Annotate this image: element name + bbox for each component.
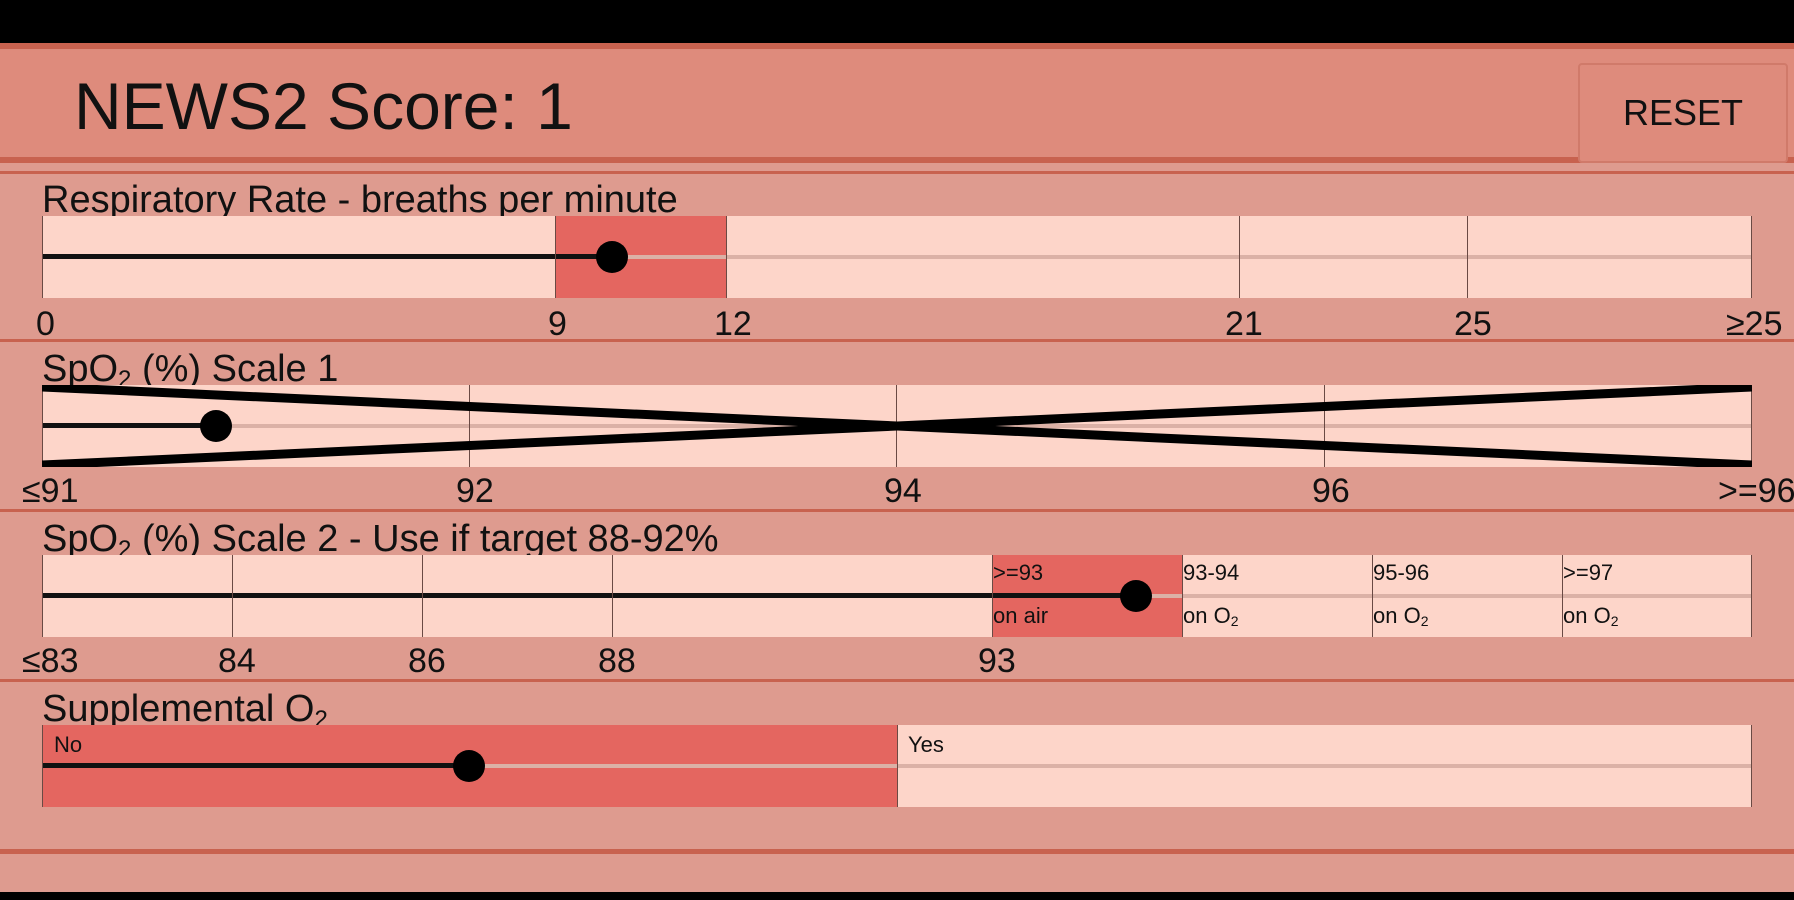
segment-divider [1751,725,1752,807]
header-bar: NEWS2 Score: 1 RESET [0,43,1794,163]
spo2-scale2-slider[interactable]: >=93 on air 93-94 on O2 95-96 on O2 >=97… [42,555,1752,637]
segment-divider [42,555,43,637]
respiratory-rate-label: Respiratory Rate - breaths per minute [42,179,678,221]
reset-button[interactable]: RESET [1578,63,1788,163]
slider-fill [42,593,1136,598]
segment-divider [1324,385,1325,467]
news2-calculator: NEWS2 Score: 1 RESET Respiratory Rate - … [0,43,1794,892]
supplemental-o2-slider[interactable]: No Yes [42,725,1752,807]
segment-divider [726,216,727,298]
segment-divider [1562,555,1563,637]
tick-label: 12 [714,305,752,343]
segment-divider [1751,216,1752,298]
segment-divider [42,216,43,298]
disabled-cross-icon [42,385,1752,467]
slider-fill [42,763,469,768]
segment-divider [469,385,470,467]
segment-label: 93-94 [1183,560,1240,585]
slider-rail [42,255,1752,259]
spo2-scale2-label: SpO2 (%) Scale 2 - Use if target 88-92% [42,518,719,563]
segment-divider [1467,216,1468,298]
option-no-label[interactable]: No [54,732,83,757]
segment-divider [1751,555,1752,637]
segment-label: on O2 [1373,603,1429,629]
segment-divider [422,555,423,637]
option-yes-label[interactable]: Yes [908,732,944,757]
spo2-scale1-label: SpO2 (%) Scale 1 [42,348,339,393]
tick-label: 86 [408,642,446,680]
segment-divider [555,216,556,298]
segment-label: >=93 [993,560,1044,585]
tick-label: 21 [1225,305,1263,343]
tick-label: ≤91 [22,472,79,510]
slider-thumb[interactable] [596,241,628,273]
segment-divider [612,555,613,637]
spo2-scale1-panel: SpO2 (%) Scale 1 ≤91 92 94 96 >=96 [0,339,1794,509]
segment-divider [897,725,898,807]
segment-divider [1182,555,1183,637]
segment-label: on air [993,603,1049,628]
tick-label: 25 [1454,305,1492,343]
segment-label: >=97 [1563,560,1614,585]
slider-fill [42,423,216,428]
segment-divider [1372,555,1373,637]
slider-thumb[interactable] [200,410,232,442]
bottom-border [0,849,1794,854]
tick-label: 9 [548,305,567,343]
segment-divider [1239,216,1240,298]
respiratory-rate-slider[interactable] [42,216,1752,298]
tick-label: 93 [978,642,1016,680]
tick-label: 92 [456,472,494,510]
segment-divider [992,555,993,637]
segment-label: on O2 [1563,603,1619,629]
segment-divider [42,725,43,807]
segment-divider [42,385,43,467]
segment-divider [232,555,233,637]
spo2-scale1-slider[interactable] [42,385,1752,467]
segment-divider [1751,385,1752,467]
tick-label: ≥25 [1726,305,1783,343]
tick-label: 94 [884,472,922,510]
segment-label: 95-96 [1373,560,1430,585]
slider-fill [42,254,612,259]
spo2-scale2-panel: SpO2 (%) Scale 2 - Use if target 88-92% … [0,509,1794,679]
tick-label: ≤83 [22,642,79,680]
tick-label: 88 [598,642,636,680]
tick-label: >=96 [1718,472,1794,510]
tick-label: 0 [36,305,55,343]
score-title: NEWS2 Score: 1 [74,69,573,143]
supplemental-o2-panel: Supplemental O2 No Yes [0,679,1794,892]
tick-label: 96 [1312,472,1350,510]
segment-label: on O2 [1183,603,1239,629]
tick-label: 84 [218,642,256,680]
respiratory-rate-panel: Respiratory Rate - breaths per minute 0 … [0,171,1794,343]
slider-thumb[interactable] [453,750,485,782]
slider-thumb[interactable] [1120,580,1152,612]
supplemental-o2-label: Supplemental O2 [42,688,328,733]
